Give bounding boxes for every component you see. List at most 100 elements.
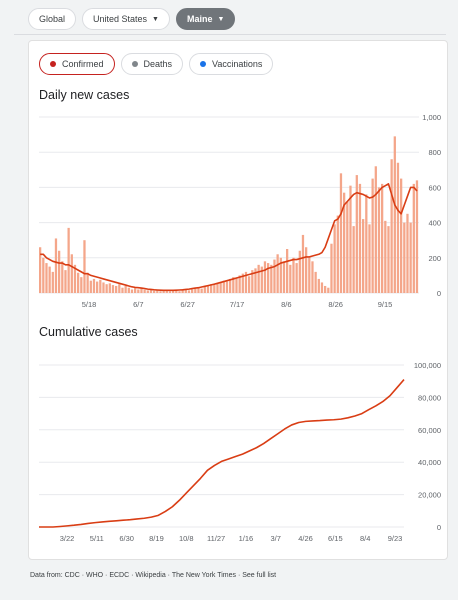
daily-bar [159,291,162,293]
daily-bar [39,247,42,293]
daily-bar [403,222,406,293]
x-tick-label: 11/27 [207,534,225,543]
daily-bar [396,162,400,293]
confirmed-dot-icon [50,61,56,67]
daily-bar [64,270,67,293]
daily-bar [149,289,153,293]
chip-united-states[interactable]: United States ▼ [82,8,170,30]
daily-bar [191,289,194,293]
x-tick-label: 9/23 [388,534,403,543]
daily-bar [219,282,222,293]
daily-bar [387,226,390,293]
daily-bar [412,183,415,293]
daily-bar [67,227,70,293]
daily-bar [377,187,381,293]
daily-bar [86,272,89,293]
metric-deaths[interactable]: Deaths [120,53,184,75]
daily-bar [346,201,349,293]
y-tick-label: 1,000 [422,113,441,122]
daily-bar [257,264,260,293]
daily-bar [83,240,86,293]
daily-bar [206,285,210,293]
seven-day-average-line [40,183,418,292]
daily-bar [393,136,396,293]
daily-bar [172,290,175,293]
x-tick-label: 3/22 [60,534,75,543]
y-tick-label: 600 [428,183,441,192]
x-tick-label: 7/17 [230,300,245,309]
daily-bar [45,263,48,293]
daily-bar [143,289,146,293]
metric-deaths-label: Deaths [143,59,173,69]
daily-bar [118,284,121,293]
daily-bar [368,224,371,293]
metric-confirmed-label: Confirmed [62,59,104,69]
x-tick-label: 6/15 [328,534,343,543]
daily-bar [165,290,168,293]
y-tick-label: 200 [428,254,441,263]
x-tick-label: 6/30 [119,534,134,543]
chip-maine-label: Maine [186,14,213,24]
daily-bar [327,287,330,293]
y-tick-label: 40,000 [418,458,441,467]
daily-bar [134,287,137,293]
daily-bar [73,264,77,293]
x-tick-label: 9/15 [378,300,393,309]
location-chips: Global United States ▼ Maine ▼ [28,8,236,30]
daily-bar [270,264,273,293]
daily-bar [58,250,61,293]
daily-bar [48,266,51,293]
daily-bar [216,283,219,293]
daily-bar [276,254,279,293]
daily-bar [146,290,149,293]
chip-maine[interactable]: Maine ▼ [175,8,236,30]
daily-bar [381,183,384,293]
daily-bar [314,271,317,293]
y-tick-label: 80,000 [418,393,441,402]
dropdown-caret-icon: ▼ [217,15,225,23]
metric-confirmed[interactable]: Confirmed [39,53,115,75]
daily-bar [137,289,140,293]
x-tick-label: 8/4 [360,534,370,543]
vaccinations-dot-icon [200,61,207,67]
daily-bar [222,280,225,293]
daily-bar [61,261,64,293]
dropdown-caret-icon: ▼ [152,15,159,23]
y-tick-label: 800 [428,148,441,157]
daily-bar [352,226,355,293]
daily-bar [178,291,181,293]
daily-bar [99,279,102,293]
daily-bar [263,261,267,293]
daily-bar [200,288,203,293]
daily-bar [320,282,324,293]
daily-bar [343,192,346,293]
daily-bar [42,257,45,293]
daily-bar [102,282,105,293]
chip-united-states-label: United States [93,14,148,24]
daily-bar [260,266,263,293]
daily-bar [273,259,276,293]
daily-bar [298,250,301,293]
metric-vaccinations[interactable]: Vaccinations [189,53,274,75]
x-tick-label: 8/26 [328,300,343,309]
daily-bar [168,291,172,293]
daily-bar [238,275,241,293]
x-tick-label: 4/26 [298,534,313,543]
daily-bar [371,178,374,293]
daily-bar [162,290,165,293]
daily-bar [308,257,311,293]
daily-bar [339,173,343,293]
daily-bar [124,285,127,293]
x-tick-label: 10/8 [179,534,194,543]
daily-cases-chart: 0 200 400 600 800 1,000 5/18 6/7 6/27 7/17 8/6 8/26… [39,113,441,309]
chip-global[interactable]: Global [28,8,77,30]
daily-bar [121,287,124,293]
y-tick-label: 20,000 [418,491,441,500]
daily-bar [333,224,336,293]
daily-bar [330,243,333,293]
daily-bar [362,219,365,293]
daily-bar [51,271,54,293]
daily-bar [70,254,73,293]
daily-bar [105,284,108,293]
cumulative-chart-title: Cumulative cases [39,325,138,339]
